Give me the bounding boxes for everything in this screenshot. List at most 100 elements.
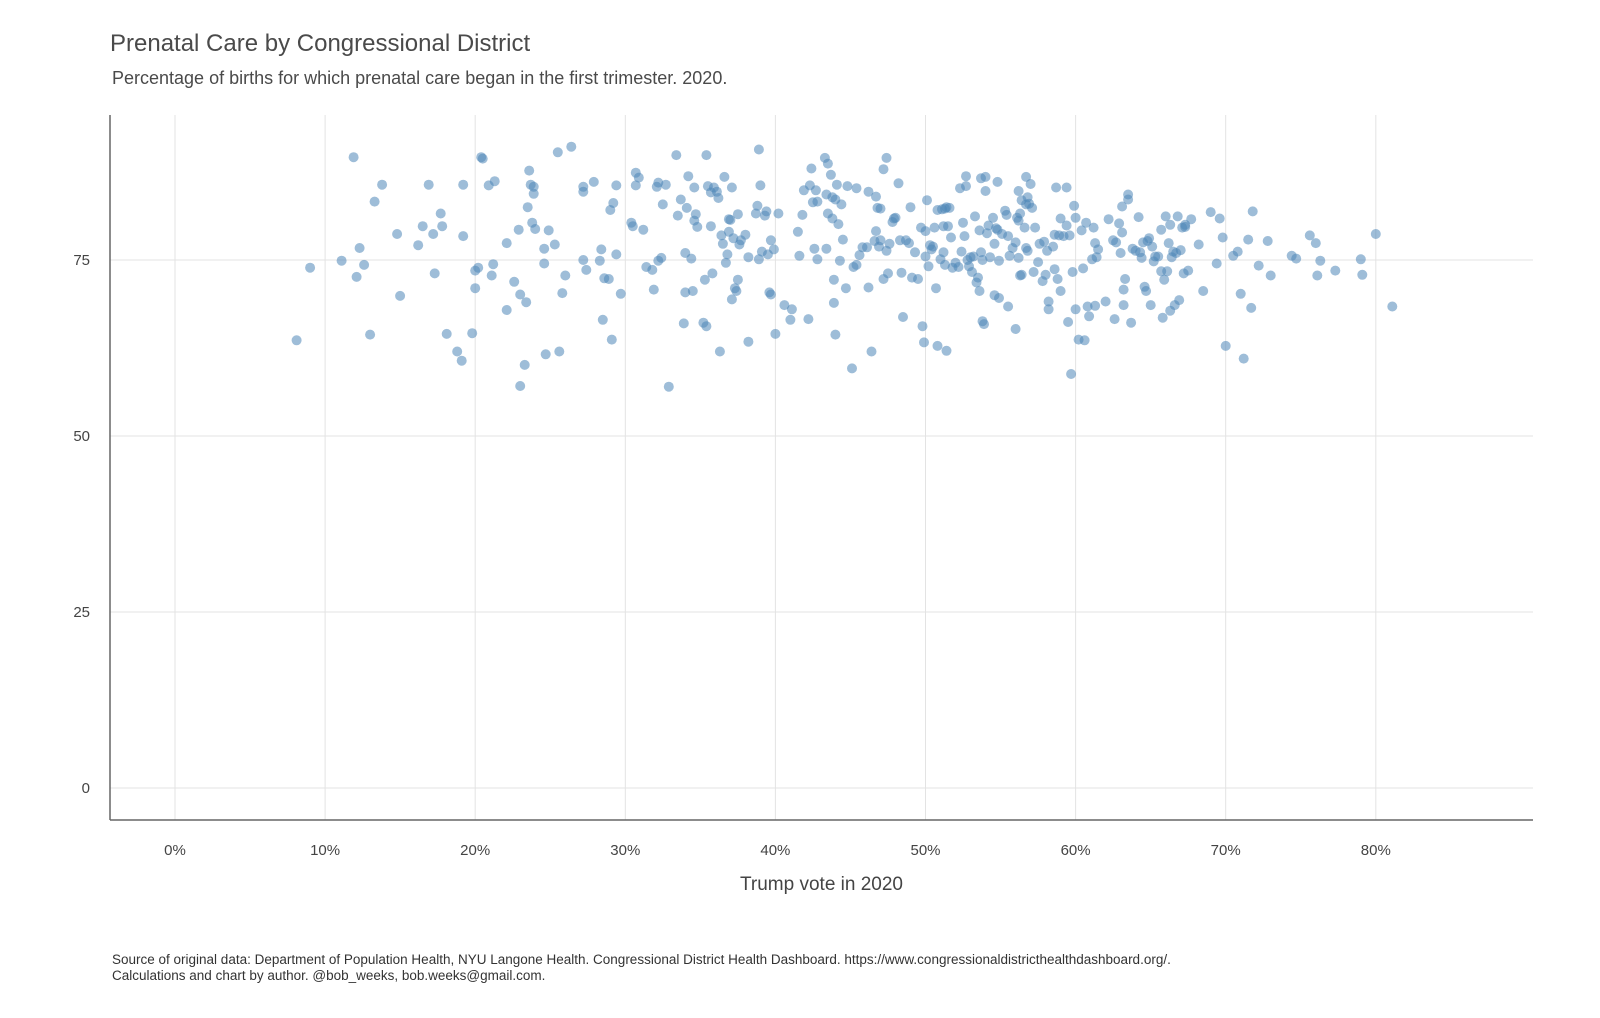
data-point: [1165, 219, 1176, 230]
data-point: [1003, 301, 1014, 312]
data-point: [1103, 214, 1114, 225]
data-point: [633, 172, 644, 183]
data-point: [761, 206, 772, 217]
data-point: [365, 329, 376, 340]
data-point: [1028, 267, 1039, 277]
data-point: [647, 264, 658, 275]
data-point: [836, 199, 847, 210]
data-point: [1078, 263, 1089, 274]
data-point: [543, 225, 554, 236]
data-point: [1174, 295, 1185, 306]
data-point: [862, 242, 872, 253]
data-point: [707, 268, 718, 279]
data-point: [1357, 269, 1368, 280]
data-point: [429, 268, 440, 279]
data-point: [958, 217, 968, 228]
data-point: [1004, 250, 1015, 261]
data-point: [905, 202, 916, 213]
data-point: [608, 198, 619, 208]
data-point: [896, 267, 907, 278]
data-point: [792, 226, 803, 237]
data-point: [467, 328, 478, 339]
data-point: [1114, 218, 1125, 229]
data-point: [1310, 238, 1321, 249]
data-point: [1133, 212, 1144, 223]
data-points: [291, 141, 1398, 392]
source-line-2: Calculations and chart by author. @bob_w…: [112, 968, 546, 983]
data-point: [1115, 248, 1126, 258]
data-point: [594, 255, 605, 266]
data-point: [875, 203, 886, 214]
data-point: [603, 274, 614, 284]
data-point: [1211, 258, 1222, 269]
data-point: [875, 235, 886, 246]
data-point: [898, 312, 908, 322]
data-point: [395, 290, 406, 301]
data-point: [803, 314, 814, 325]
data-point: [1090, 300, 1101, 311]
data-point: [1117, 201, 1128, 212]
data-point: [549, 239, 560, 250]
y-tick-label: 75: [73, 252, 90, 269]
data-point: [683, 171, 694, 182]
data-point: [1220, 340, 1231, 351]
data-point: [552, 147, 563, 158]
data-point: [1136, 252, 1147, 263]
data-point: [660, 179, 671, 190]
data-point: [1051, 182, 1062, 193]
x-tick-label: 30%: [610, 842, 640, 859]
data-point: [1100, 296, 1111, 307]
data-point: [720, 257, 731, 268]
data-point: [831, 179, 842, 190]
data-point: [834, 255, 845, 266]
data-point: [973, 272, 983, 283]
data-point: [1304, 230, 1315, 241]
data-point: [1315, 255, 1326, 266]
data-point: [1076, 225, 1087, 236]
data-point: [566, 141, 577, 152]
data-point: [428, 229, 439, 239]
data-point: [1214, 213, 1225, 224]
data-point: [1265, 270, 1276, 281]
data-point: [806, 163, 817, 174]
data-point: [377, 179, 388, 190]
data-point: [929, 222, 940, 233]
data-point: [750, 208, 761, 219]
data-point: [663, 381, 674, 392]
data-point: [920, 226, 931, 237]
data-point: [1027, 202, 1038, 213]
data-point: [539, 258, 550, 269]
data-point: [1117, 227, 1128, 238]
data-point: [653, 177, 664, 188]
data-point: [842, 181, 853, 192]
data-point: [1312, 270, 1323, 281]
data-point: [1156, 224, 1167, 235]
data-point: [979, 319, 989, 330]
data-point: [994, 255, 1004, 266]
data-point: [961, 181, 971, 192]
data-point: [423, 179, 434, 190]
data-point: [974, 225, 985, 236]
data-point: [994, 293, 1004, 303]
data-point: [501, 305, 512, 315]
data-point: [992, 176, 1003, 187]
data-point: [1010, 324, 1021, 334]
data-point: [699, 274, 710, 285]
source-line-1: Source of original data: Department of P…: [112, 952, 1171, 967]
data-point: [1091, 252, 1102, 263]
data-point: [560, 270, 571, 281]
data-point: [961, 171, 971, 182]
axes: [109, 115, 1533, 821]
data-point: [1055, 213, 1066, 224]
data-point: [840, 283, 851, 294]
data-point: [837, 234, 848, 245]
data-point: [970, 211, 980, 222]
data-point: [785, 314, 796, 325]
data-point: [1061, 220, 1072, 231]
data-point: [705, 221, 716, 232]
data-point: [456, 355, 467, 366]
data-point: [989, 238, 1000, 249]
data-point: [686, 253, 697, 264]
data-point: [1172, 211, 1183, 222]
data-point: [722, 249, 733, 260]
